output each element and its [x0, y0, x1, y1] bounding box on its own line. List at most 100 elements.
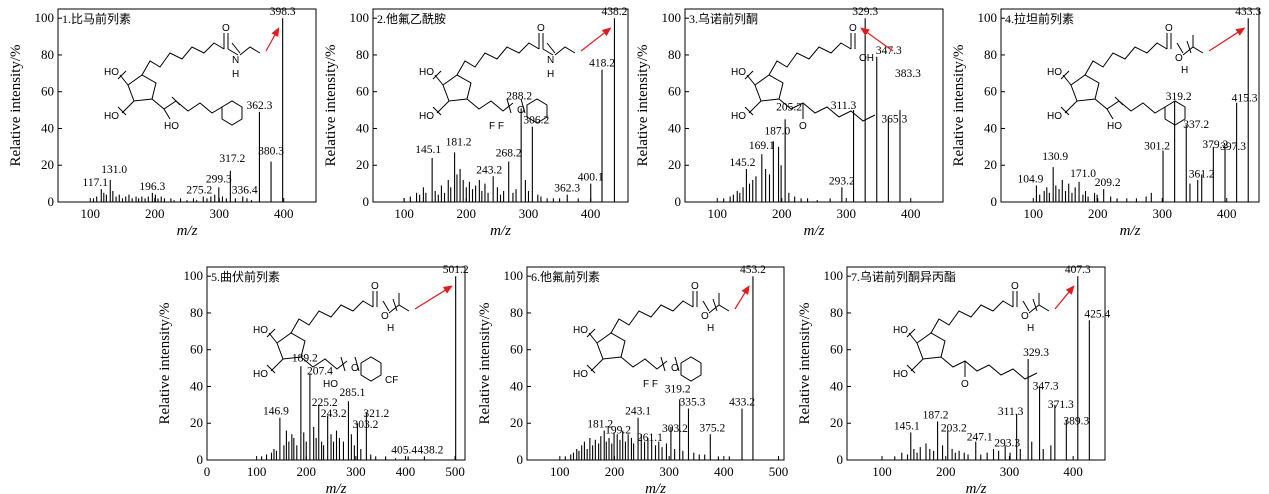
svg-text:O: O [691, 281, 699, 292]
y-axis-label: Relative intensity/% [157, 302, 173, 424]
x-tick-label: 200 [605, 464, 625, 479]
y-tick-label: 0 [517, 452, 524, 467]
svg-text:O: O [537, 23, 545, 34]
y-axis-label: Relative intensity/% [797, 302, 813, 424]
peak-label: 303.2 [662, 423, 688, 435]
svg-text:O: O [371, 281, 379, 292]
x-tick-label: 400 [274, 206, 294, 221]
svg-text:HO: HO [1047, 67, 1062, 78]
x-tick-label: 100 [247, 464, 267, 479]
y-tick-label: 0 [837, 452, 844, 467]
svg-text:N: N [232, 55, 239, 66]
peak-label: 247.1 [967, 432, 993, 444]
y-tick-label: 60 [41, 84, 54, 99]
x-axis-label: m/z [804, 223, 825, 239]
peak-label: 375.2 [699, 422, 725, 434]
peak-label: 389.3 [1063, 416, 1089, 428]
peak-label: 379.2 [1202, 139, 1228, 151]
svg-text:HO: HO [893, 369, 908, 380]
svg-text:HO: HO [731, 67, 746, 78]
y-tick-label: 40 [510, 378, 523, 393]
peak-label: 169.1 [749, 140, 775, 152]
y-tick-label: 80 [190, 305, 203, 320]
peak-label: 117.1 [83, 177, 109, 189]
chart-title: 7.乌诺前列酮异丙酯 [851, 269, 956, 284]
arrow-head [741, 285, 750, 295]
chart-title: 1.比马前列素 [62, 11, 131, 26]
peak-label: 317.2 [219, 153, 245, 165]
svg-text:O: O [849, 23, 857, 34]
svg-text:HO: HO [104, 111, 119, 122]
svg-text:CF: CF [385, 375, 398, 386]
y-tick-label: 100 [184, 268, 204, 283]
peak-label: 407.3 [1065, 264, 1091, 276]
peak-label: 361.2 [1189, 168, 1215, 180]
peak-label: 347.3 [876, 45, 902, 57]
chart-panel: 0 20 40 60 80 100 100 200 300 400 Relative intensi… [323, 6, 629, 239]
peak-label: 268.2 [496, 148, 522, 160]
svg-text:HO: HO [1047, 111, 1062, 122]
y-tick-label: 60 [190, 342, 203, 357]
x-tick-label: 200 [936, 464, 956, 479]
svg-text:HO: HO [419, 111, 434, 122]
x-tick-label: 400 [1217, 206, 1237, 221]
peak-label: 285.1 [340, 387, 366, 399]
arrow-head [860, 27, 870, 36]
peak-label: 104.9 [1017, 173, 1043, 185]
peak-label: 225.2 [312, 397, 338, 409]
plot-frame [684, 8, 944, 203]
x-tick-label: 200 [1088, 206, 1108, 221]
chart-title: 3.乌诺前列酮 [689, 11, 758, 26]
x-axis-label: m/z [645, 481, 666, 494]
svg-text:HO: HO [104, 67, 119, 78]
y-tick-label: 80 [356, 47, 369, 62]
y-tick-label: 40 [830, 378, 843, 393]
chart-title: 4.拉坦前列素 [1005, 11, 1074, 26]
peak-label: 362.3 [554, 183, 580, 195]
y-tick-label: 40 [356, 120, 369, 135]
svg-text:H: H [1181, 65, 1188, 76]
y-tick-label: 80 [668, 47, 681, 62]
x-tick-label: 300 [659, 464, 679, 479]
y-tick-label: 100 [824, 268, 844, 283]
peak-label: 311.3 [831, 100, 857, 112]
y-axis-label: Relative intensity/% [477, 302, 493, 424]
y-tick-label: 40 [984, 120, 997, 135]
y-tick-label: 80 [510, 305, 523, 320]
peak-label: 311.3 [998, 406, 1024, 418]
svg-text:HO: HO [573, 369, 588, 380]
peak-label: 335.3 [680, 397, 706, 409]
peak-label: 187.0 [764, 125, 790, 137]
peak-label: 171.0 [1070, 168, 1096, 180]
y-axis-label: Relative intensity/% [323, 44, 339, 166]
molecule-structure: HO HO O NH HO [104, 23, 261, 132]
peak-label: 293.3 [994, 437, 1020, 449]
peak-label: 181.2 [446, 136, 472, 148]
svg-text:O: O [671, 363, 679, 374]
x-tick-label: 100 [81, 206, 101, 221]
svg-text:HO: HO [419, 67, 434, 78]
peak-label: 329.3 [852, 6, 878, 18]
peak-label: 433.2 [729, 397, 755, 409]
y-tick-label: 20 [984, 157, 997, 172]
x-tick-label: 100 [394, 206, 414, 221]
svg-text:O: O [222, 23, 230, 34]
y-tick-label: 80 [41, 47, 54, 62]
peak-label: 380.3 [258, 146, 284, 158]
y-tick-label: 100 [978, 10, 998, 25]
peak-label: 336.4 [232, 184, 258, 196]
x-tick-label: 500 [445, 464, 465, 479]
y-axis-label: Relative intensity/% [8, 44, 24, 166]
arrow-head [442, 285, 453, 294]
y-tick-label: 0 [363, 194, 370, 209]
svg-text:HO: HO [164, 121, 179, 132]
peak-label: 146.9 [263, 406, 289, 418]
peak-label: 207.4 [307, 366, 333, 378]
arrow-head [1065, 285, 1075, 295]
x-tick-label: 100 [708, 206, 728, 221]
svg-text:OH: OH [859, 53, 874, 64]
peak-label: 293.2 [829, 175, 855, 187]
